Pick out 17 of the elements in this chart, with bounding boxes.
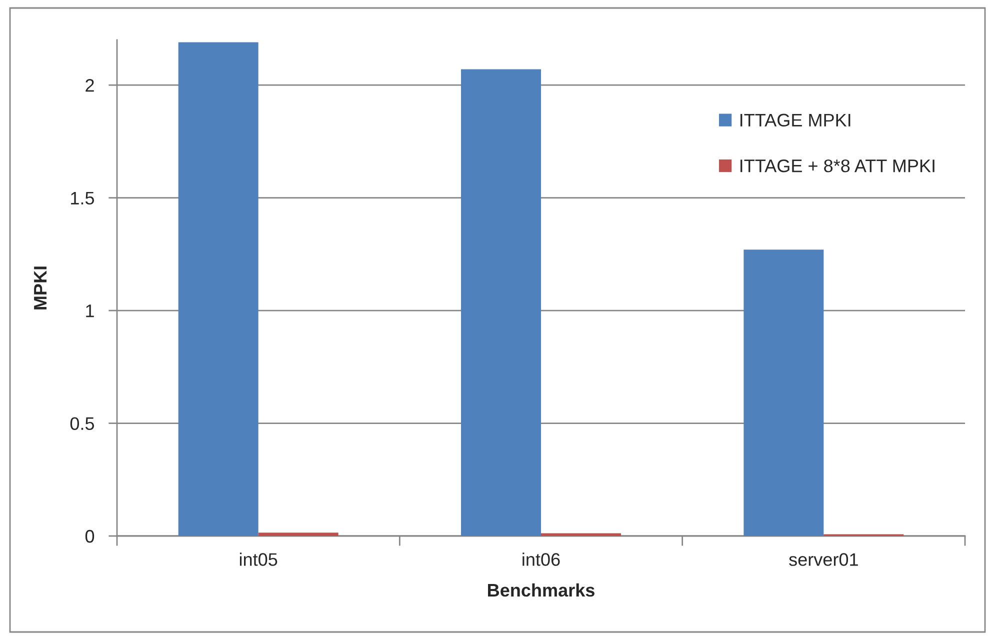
x-tick-label: int06 [522,552,560,566]
legend-label: ITTAGE + 8*8 ATT MPKI [740,159,934,172]
legend-label: ITTAGE MPKI [740,114,850,127]
bar [178,42,258,536]
y-tick-label: 1.5 [71,192,94,205]
bar [461,69,541,536]
bar [541,533,621,536]
x-axis-title: Benchmarks [488,583,594,597]
y-tick-label: 0 [85,530,94,543]
x-tick-label: int05 [240,552,278,566]
y-tick-label: 2 [86,79,94,92]
bar [744,250,824,536]
y-tick-label: 0.5 [70,417,94,430]
bar [258,532,338,536]
x-tick-label: server01 [789,553,858,566]
y-axis-title: MPKI [34,266,46,310]
y-tick-label: 1 [86,304,94,318]
